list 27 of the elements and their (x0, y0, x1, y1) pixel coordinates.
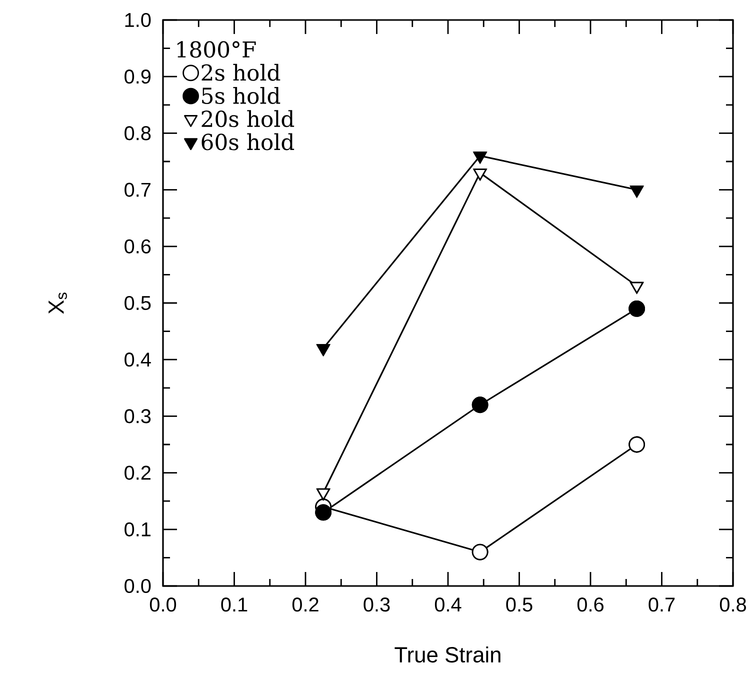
y-tick-label: 0.1 (124, 522, 151, 536)
y-tick-label: 0.2 (124, 466, 150, 480)
x-axis-title: True Strain (394, 646, 500, 663)
y-tick-label: 0.4 (124, 352, 151, 367)
x-tick-label: 0.0 (150, 598, 176, 612)
y-tick-label: 1.0 (125, 12, 151, 28)
y-tick-label: 0.5 (124, 296, 151, 310)
x-tick-label: 0.8 (720, 598, 746, 612)
legend-title: 1800°F (177, 41, 256, 58)
y-tick-label: 0.7 (124, 182, 150, 197)
x-tick-label: 0.6 (577, 598, 604, 612)
y-tick-label: 0.3 (124, 409, 151, 424)
legend-label: 20s hold (202, 110, 294, 128)
y-tick-label: 0.9 (124, 70, 151, 84)
x-tick-label: 0.5 (506, 598, 532, 612)
x-tick-label: 0.3 (364, 598, 390, 612)
y-axis-title: X$_{s}$ (48, 292, 67, 314)
y-tick-label: 0.8 (124, 126, 151, 140)
x-tick-label: 0.1 (221, 598, 248, 612)
x-tick-label: 0.2 (292, 598, 318, 612)
x-tick-label: 0.7 (648, 598, 675, 612)
legend-label: 5s hold (202, 87, 280, 104)
x-tick-label: 0.4 (434, 598, 462, 612)
legend-label: 2s hold (202, 64, 280, 81)
y-tick-label: 0.0 (124, 578, 151, 594)
legend-label: 60s hold (202, 133, 294, 150)
y-tick-label: 0.6 (124, 239, 151, 254)
